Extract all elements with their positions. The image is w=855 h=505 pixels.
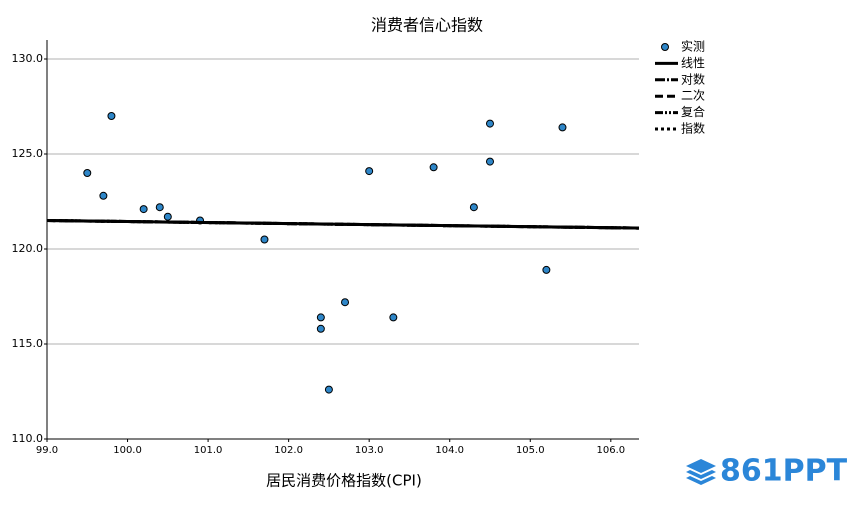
point bbox=[316, 324, 325, 333]
point bbox=[558, 123, 567, 132]
x-tick-label: 100.0 bbox=[113, 445, 142, 456]
point bbox=[83, 169, 92, 177]
point bbox=[365, 167, 374, 176]
watermark-icon bbox=[686, 459, 716, 485]
point bbox=[429, 163, 438, 172]
x-tick-label: 101.0 bbox=[194, 445, 223, 456]
point bbox=[469, 203, 478, 212]
legend-label: 线性 bbox=[681, 56, 705, 70]
watermark: 861PPT bbox=[720, 454, 848, 489]
point bbox=[316, 313, 325, 322]
x-tick-label: 105.0 bbox=[516, 445, 545, 456]
y-tick-label: 115.0 bbox=[12, 337, 44, 350]
point bbox=[107, 112, 116, 120]
icon-layer bbox=[686, 470, 716, 479]
point bbox=[99, 191, 108, 200]
point bbox=[341, 298, 350, 307]
point bbox=[324, 385, 333, 394]
x-tick-label: 103.0 bbox=[355, 445, 384, 456]
x-tick-label: 102.0 bbox=[274, 445, 303, 456]
point bbox=[485, 157, 494, 166]
point bbox=[542, 265, 551, 274]
point bbox=[139, 205, 148, 214]
y-tick-label: 120.0 bbox=[12, 242, 44, 255]
legend-label: 复合 bbox=[681, 104, 705, 119]
chart-title: 消费者信心指数 bbox=[371, 16, 483, 35]
legend-label: 指数 bbox=[681, 121, 705, 136]
point bbox=[260, 235, 269, 244]
legend-label: 二次 bbox=[681, 89, 705, 103]
icon-layer bbox=[686, 476, 716, 485]
point bbox=[485, 119, 494, 128]
fit-line bbox=[46, 219, 640, 230]
y-tick-label: 110.0 bbox=[12, 432, 44, 445]
legend-label: 实测 bbox=[681, 39, 705, 54]
icon-layer bbox=[686, 459, 716, 473]
x-axis-label: 居民消费价格指数(CPI) bbox=[266, 472, 422, 490]
x-tick-label: 104.0 bbox=[435, 445, 464, 456]
y-tick-label: 125.0 bbox=[12, 147, 44, 160]
y-tick-label: 130.0 bbox=[12, 52, 44, 65]
legend-swatch bbox=[661, 43, 669, 51]
x-tick-label: 99.0 bbox=[36, 445, 58, 456]
point bbox=[163, 212, 172, 221]
x-tick-label: 106.0 bbox=[596, 445, 625, 456]
legend-label: 对数 bbox=[681, 71, 705, 86]
point bbox=[155, 203, 164, 212]
point bbox=[389, 313, 398, 322]
